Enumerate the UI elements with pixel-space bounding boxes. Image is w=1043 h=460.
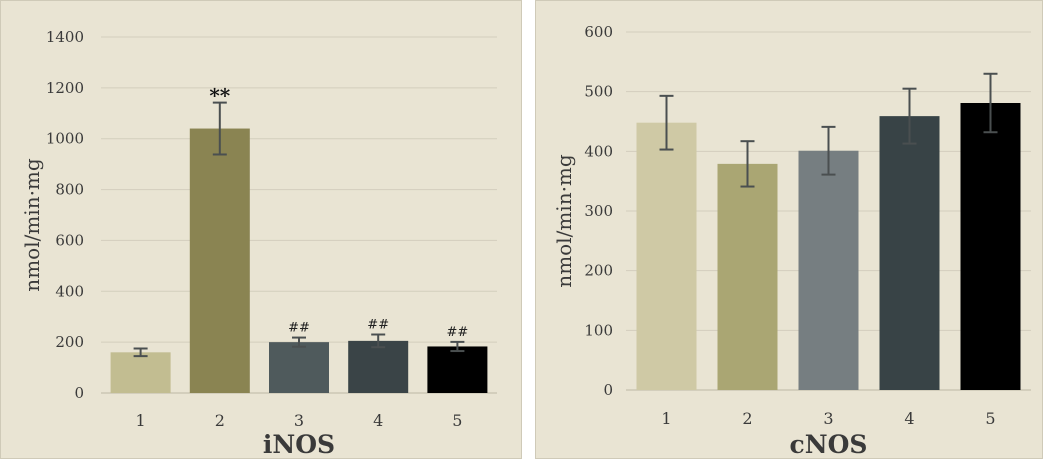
cnos-ytick-label: 600 — [584, 23, 613, 41]
cnos-bar-1 — [636, 122, 697, 391]
inos-y-axis-title: nmol/min·mg — [20, 158, 44, 292]
cnos-ytick-label: 200 — [584, 262, 613, 280]
inos-ytick-label: 0 — [74, 384, 84, 402]
inos-xtick-label: 4 — [373, 411, 383, 430]
inos-bar-3 — [269, 342, 329, 393]
inos-bar-2 — [189, 128, 250, 393]
inos-ytick-label: 400 — [55, 282, 84, 300]
cnos-xtick-label: 5 — [985, 409, 995, 428]
inos-xtick-label: 5 — [452, 411, 462, 430]
cnos-y-axis-title: nmol/min·mg — [552, 154, 576, 288]
inos-xtick-label: 2 — [215, 411, 225, 430]
cnos-ytick-label: 100 — [584, 321, 613, 339]
cnos-bar-4 — [879, 116, 940, 390]
cnos-ytick-label: 300 — [584, 202, 613, 220]
cnos-bar-3 — [798, 150, 859, 390]
inos-ytick-label: 1000 — [46, 130, 84, 148]
inos-ytick-label: 200 — [55, 333, 84, 351]
cnos-bar-5 — [960, 103, 1021, 391]
inos-significance-label: ** — [209, 84, 230, 108]
inos-significance-label: ## — [367, 318, 389, 333]
inos-significance-label: ## — [447, 325, 469, 340]
cnos-xtick-label: 4 — [904, 409, 914, 428]
cnos-xtick-label: 2 — [742, 409, 752, 428]
inos-ytick-label: 800 — [55, 181, 84, 199]
inos-bar-1 — [110, 352, 171, 393]
inos-ytick-label: 1400 — [46, 28, 84, 46]
inos-chart-panel: 0 200 400 600 800 1000 1200 1400 1 ** 2 ## 3 ## 4 ## 5 iN… — [0, 0, 522, 459]
inos-ytick-label: 600 — [55, 231, 84, 249]
cnos-xtick-label: 1 — [661, 409, 671, 428]
inos-xtick-label: 3 — [294, 411, 304, 430]
cnos-ytick-label: 500 — [584, 83, 613, 101]
cnos-chart-panel: 0 100 200 300 400 500 600 1 2 3 4 5 cNOS nmol/min·mg — [535, 0, 1043, 459]
inos-bar-5 — [427, 346, 488, 393]
cnos-ytick-label: 0 — [603, 381, 613, 399]
inos-ytick-label: 1200 — [46, 79, 84, 97]
inos-bar-chart: 0 200 400 600 800 1000 1200 1400 1 ** 2 ## 3 ## 4 ## 5 iN… — [20, 28, 497, 459]
inos-significance-label: ## — [288, 321, 310, 336]
inos-bar-4 — [348, 340, 409, 393]
cnos-ytick-label: 400 — [584, 142, 613, 160]
cnos-xtick-label: 3 — [823, 409, 833, 428]
cnos-x-axis-title: cNOS — [790, 430, 868, 459]
inos-xtick-label: 1 — [136, 411, 146, 430]
inos-x-axis-title: iNOS — [263, 430, 335, 459]
cnos-bar-2 — [717, 163, 778, 390]
cnos-bar-chart: 0 100 200 300 400 500 600 1 2 3 4 5 cNOS nmol/min·mg — [552, 23, 1031, 459]
